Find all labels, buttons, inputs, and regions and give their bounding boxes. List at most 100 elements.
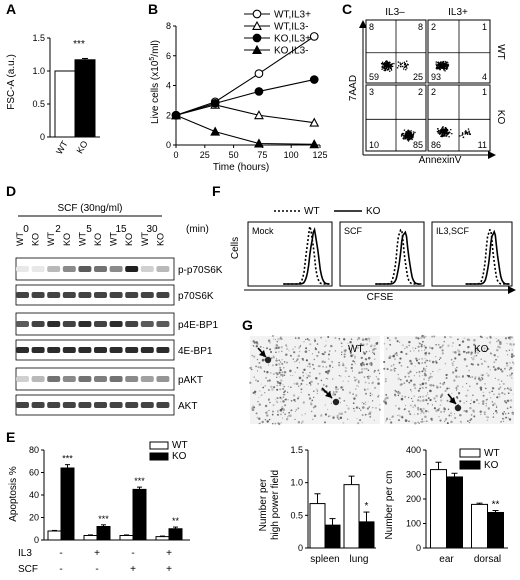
panel-g-cell-dot (268, 399, 270, 401)
panel-g-cell-dot (511, 361, 514, 364)
panel-g-cell-dot (395, 404, 397, 407)
panel-g-cell-dot (348, 391, 352, 394)
panel-g-cell-dot (308, 397, 312, 400)
panel-g-cell-dot (403, 408, 406, 411)
panel-g-cell-dot (309, 365, 311, 368)
panel-g-cell-dot (362, 351, 365, 353)
panel-c-event (466, 131, 468, 133)
panel-g-cell-dot (293, 382, 296, 385)
panel-g-cell-dot (471, 376, 474, 378)
panel-e-significance: ** (172, 516, 180, 526)
panel-c-event (447, 62, 449, 64)
panel-d-band (47, 321, 61, 327)
panel-g-cell-dot (276, 380, 279, 383)
panel-g-cell-dot (368, 362, 371, 365)
panel-b-xtick-label: 100 (284, 150, 299, 160)
panel-g-cell-dot (429, 389, 432, 393)
panel-g-cell-dot (451, 371, 455, 374)
panel-d-band (109, 321, 123, 327)
panel-d-band (62, 266, 76, 272)
panel-g-cell-dot (355, 388, 357, 390)
panel-g-cell-dot (455, 417, 457, 419)
panel-g-cell-dot (477, 377, 481, 380)
panel-c-yaxis-arrowhead (359, 20, 367, 28)
panel-g-image-label-ko: KO (474, 344, 489, 355)
panel-c-event (404, 135, 406, 137)
panel-g-cell-dot (427, 402, 429, 405)
panel-g-cell-dot (512, 354, 515, 357)
panel-g-cell-dot (383, 360, 386, 364)
panel-c-event (447, 64, 450, 66)
panel-g-cell-dot (369, 394, 372, 397)
panel-g-cell-dot (369, 415, 372, 418)
panel-g-cell-dot (422, 359, 424, 361)
panel-c-xaxis-arrowhead (488, 151, 496, 159)
panel-g-cell-dot (320, 379, 323, 382)
panel-g-cell-dot (289, 354, 292, 357)
panel-g-cell-dot (396, 340, 399, 343)
panel-g-cell-dot (315, 377, 318, 380)
panel-g-cell-dot (347, 418, 349, 420)
panel-g-cell-dot (453, 379, 456, 382)
panel-c-event (390, 64, 392, 66)
panel-g-cell-dot (301, 379, 304, 382)
panel-c-event (383, 67, 385, 69)
panel-g-cell-dot (259, 345, 262, 348)
panel-g-cell-dot (511, 349, 513, 351)
panel-g-cell-dot (304, 350, 308, 353)
panel-g-cell-dot (323, 384, 325, 386)
panel-b-xtick-label: 0 (173, 150, 178, 160)
panel-g-cell-dot (459, 414, 462, 417)
panel-g-cell-dot (469, 402, 472, 405)
panel-g-cell-dot (495, 337, 497, 340)
panel-g-cell-dot (435, 344, 437, 346)
panel-d: D SCF (30ng/ml) 0 2 5 15 30 (min) WT KO WT… (6, 183, 223, 416)
panel-g-cell-dot (423, 412, 425, 414)
panel-g-cell-dot (437, 343, 440, 346)
panel-g-cell-dot (508, 361, 511, 364)
panel-g-letter: G (242, 317, 253, 333)
panel-g-cell-dot (305, 359, 308, 362)
panel-g-cell-dot (452, 364, 454, 367)
panel-c-event (412, 134, 414, 136)
panel-c-event (411, 134, 413, 137)
panel-b-point (254, 138, 264, 148)
panel-g-cell-dot (424, 361, 427, 364)
panel-g-cell-dot (511, 372, 513, 375)
panel-g-cell-dot (282, 387, 285, 390)
panel-g-cell-dot (270, 357, 273, 360)
panel-g-cell-dot (463, 337, 465, 339)
panel-g-cell-dot (433, 397, 436, 400)
panel-b-ylabel-main: Live cells (x10 (150, 60, 161, 124)
panel-g-cell-dot (343, 399, 346, 402)
panel-e-bar-wt (119, 535, 134, 541)
panel-d-genotype-labels: WT KO WT KO WT KO WT KO WT KO (15, 232, 165, 246)
panel-g-cell-dot (443, 407, 445, 409)
panel-g-cell-dot (429, 398, 432, 402)
panel-g1-ytick-label: 0.5 (290, 510, 303, 520)
panel-c-event (403, 136, 405, 139)
panel-c-event (397, 61, 400, 63)
panel-g-cell-dot (338, 374, 340, 377)
panel-c-event (446, 66, 448, 69)
panel-g-cell-dot (313, 367, 315, 370)
panel-g-cell-dot (276, 340, 279, 343)
panel-g-cell-dot (446, 399, 449, 402)
panel-d-letter: D (6, 183, 16, 199)
panel-d-band (47, 347, 61, 353)
panel-g-cell-dot (354, 363, 356, 365)
panel-g-cell-dot (423, 344, 426, 347)
panel-c-event (437, 68, 439, 70)
panel-g-cell-dot (249, 366, 252, 370)
panel-g-cell-dot (309, 383, 312, 386)
panel-g2-ytick-label: 100 (406, 519, 421, 529)
panel-g-cell-dot (423, 367, 425, 370)
panel-g-cell-dot (462, 386, 464, 388)
panel-c-event (410, 130, 412, 132)
panel-g-cell-dot (476, 349, 479, 352)
panel-b-legend-label: KO,IL3+ (274, 34, 311, 45)
panel-g-cell-dot (356, 406, 358, 409)
panel-g-cell-dot (413, 395, 416, 398)
panel-g-cell-dot (458, 344, 461, 347)
panel-g-cell-dot (499, 383, 501, 385)
